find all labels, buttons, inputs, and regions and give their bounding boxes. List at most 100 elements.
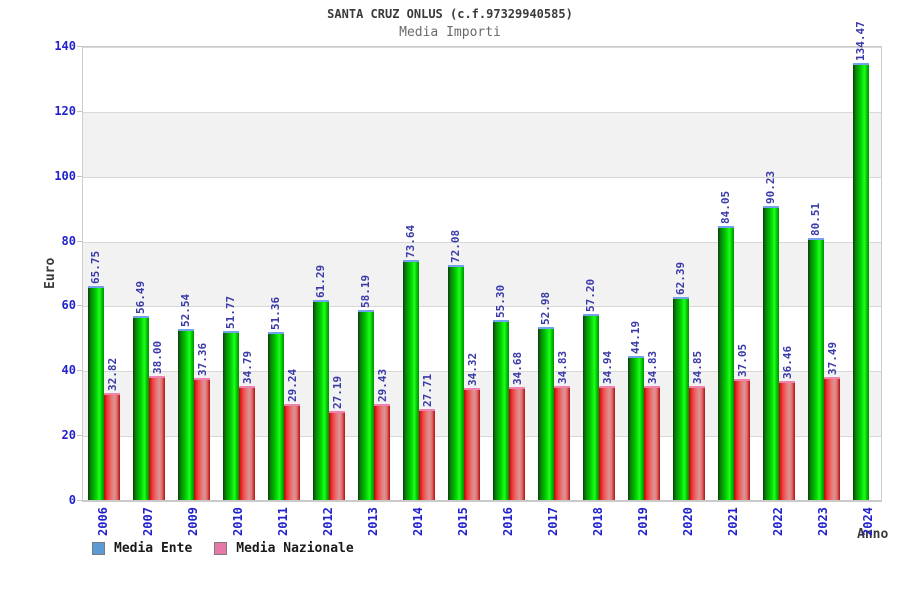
plot-area: 65.75 32.82 56.49 38.00 52.54 37.36 51.77 34.79…	[82, 21, 882, 502]
gridline-80	[83, 241, 881, 243]
bar-ente-2015	[447, 265, 464, 501]
bar-nazionale-2011	[284, 404, 300, 501]
bar-value-label-nazionale-2009: 37.36	[195, 342, 209, 376]
bar-ente-2019	[627, 355, 644, 501]
bar-nazionale-2006	[104, 392, 120, 501]
bar-value-label-nazionale-2015: 34.32	[465, 352, 479, 386]
x-tick-label-2009: 2009	[185, 507, 200, 536]
bar-value-label-ente-2014: 73.64	[404, 225, 417, 259]
legend: Media Ente Media Nazionale	[92, 541, 354, 556]
y-tick-label-60: 60	[61, 298, 76, 313]
x-tick-label-2013: 2013	[365, 507, 380, 536]
bar-value-label-ente-2015: 72.08	[449, 230, 462, 264]
bar-nazionale-2018	[599, 385, 615, 501]
grid-band-100-120	[83, 111, 881, 177]
y-tick-label-120: 120	[54, 103, 76, 118]
bar-value-label-ente-2021: 84.05	[719, 191, 732, 225]
gridline-100	[83, 176, 881, 178]
bar-ente-2023	[807, 237, 824, 501]
bar-nazionale-2021	[734, 378, 750, 501]
x-tick-label-2014: 2014	[410, 507, 425, 536]
bar-value-label-nazionale-2007: 38.00	[150, 340, 164, 374]
y-tick-mark-80	[77, 240, 82, 242]
bar-value-label-nazionale-2018: 34.94	[600, 350, 614, 384]
y-tick-mark-40	[77, 370, 82, 372]
y-tick-mark-100	[77, 175, 82, 177]
y-tick-label-0: 0	[68, 493, 76, 507]
gridline-40	[83, 371, 881, 373]
bar-ente-2011	[267, 332, 284, 501]
x-tick-label-2019: 2019	[635, 507, 650, 536]
legend-item-media-nazionale: Media Nazionale	[214, 541, 354, 556]
bar-value-label-nazionale-2012: 27.19	[330, 375, 344, 409]
bar-value-label-nazionale-2022: 36.46	[780, 345, 794, 379]
x-tick-label-2010: 2010	[230, 507, 245, 536]
bar-value-label-ente-2018: 57.20	[584, 278, 597, 312]
bar-value-label-nazionale-2021: 37.05	[735, 343, 749, 377]
bar-ente-2024	[852, 62, 869, 501]
bar-ente-2018	[582, 313, 599, 501]
bar-value-label-ente-2007: 56.49	[134, 280, 147, 314]
bar-value-label-nazionale-2023: 37.49	[825, 342, 839, 376]
x-tick-label-2017: 2017	[545, 507, 560, 536]
bar-value-label-ente-2006: 65.75	[89, 250, 102, 284]
bar-nazionale-2023	[824, 377, 840, 501]
bar-value-label-ente-2011: 51.36	[269, 297, 282, 331]
bar-value-label-ente-2024: 134.47	[854, 21, 867, 61]
bar-nazionale-2010	[239, 386, 255, 501]
bar-value-label-nazionale-2017: 34.83	[555, 350, 569, 385]
legend-swatch-media-ente	[92, 542, 105, 555]
bar-value-label-ente-2022: 90.23	[764, 171, 777, 205]
bar-nazionale-2014	[419, 409, 435, 501]
y-tick-label-80: 80	[61, 233, 76, 248]
chart-title: SANTA CRUZ ONLUS (c.f.97329940585)	[327, 7, 573, 21]
x-tick-label-2023: 2023	[815, 507, 830, 536]
y-axis-title: Euro	[43, 257, 58, 289]
x-tick-label-2006: 2006	[95, 507, 110, 536]
bar-ente-2022	[762, 206, 779, 501]
bar-value-label-nazionale-2014: 27.71	[420, 374, 434, 408]
bar-ente-2016	[492, 319, 509, 501]
gridline-60	[83, 306, 881, 308]
legend-label-media-ente: Media Ente	[114, 541, 193, 556]
bar-ente-2009	[177, 328, 194, 501]
legend-item-media-ente: Media Ente	[92, 541, 192, 556]
x-tick-label-2024: 2024	[860, 507, 875, 536]
gridline-20	[83, 436, 881, 438]
x-tick-label-2018: 2018	[590, 507, 605, 536]
bar-nazionale-2009	[194, 377, 210, 501]
chart-subtitle: Media Importi	[399, 25, 501, 40]
bar-value-label-nazionale-2011: 29.24	[285, 369, 299, 403]
bar-ente-2006	[87, 285, 104, 501]
bar-ente-2010	[222, 331, 239, 501]
x-tick-label-2016: 2016	[500, 507, 515, 536]
y-tick-mark-20	[77, 435, 82, 437]
y-tick-label-20: 20	[61, 428, 76, 443]
bar-ente-2007	[132, 315, 149, 501]
gridline-120	[83, 111, 881, 113]
legend-label-media-nazionale: Media Nazionale	[236, 541, 354, 556]
bar-value-label-ente-2017: 52.98	[539, 292, 552, 326]
bar-nazionale-2022	[779, 380, 795, 501]
bar-value-label-nazionale-2010: 34.79	[240, 351, 254, 385]
bar-ente-2017	[537, 327, 554, 501]
grid-band-60-80	[83, 241, 881, 307]
bar-value-label-ente-2010: 51.77	[224, 295, 237, 330]
bar-ente-2013	[357, 310, 374, 501]
bar-value-label-nazionale-2013: 29.43	[375, 368, 389, 402]
bar-ente-2014	[402, 260, 419, 501]
bar-ente-2012	[312, 300, 329, 501]
bar-value-label-ente-2009: 52.54	[179, 293, 192, 327]
x-tick-label-2021: 2021	[725, 507, 740, 536]
bar-value-label-ente-2013: 58.19	[359, 275, 372, 309]
bar-nazionale-2020	[689, 386, 705, 501]
x-tick-label-2020: 2020	[680, 507, 695, 536]
y-tick-mark-120	[77, 110, 82, 112]
bar-value-label-ente-2023: 80.51	[809, 202, 822, 236]
x-axis-title: Anno	[857, 527, 889, 542]
bar-nazionale-2016	[509, 386, 525, 501]
x-tick-label-2022: 2022	[770, 507, 785, 536]
bar-value-label-ente-2020: 62.39	[674, 261, 687, 295]
bar-nazionale-2019	[644, 386, 660, 501]
